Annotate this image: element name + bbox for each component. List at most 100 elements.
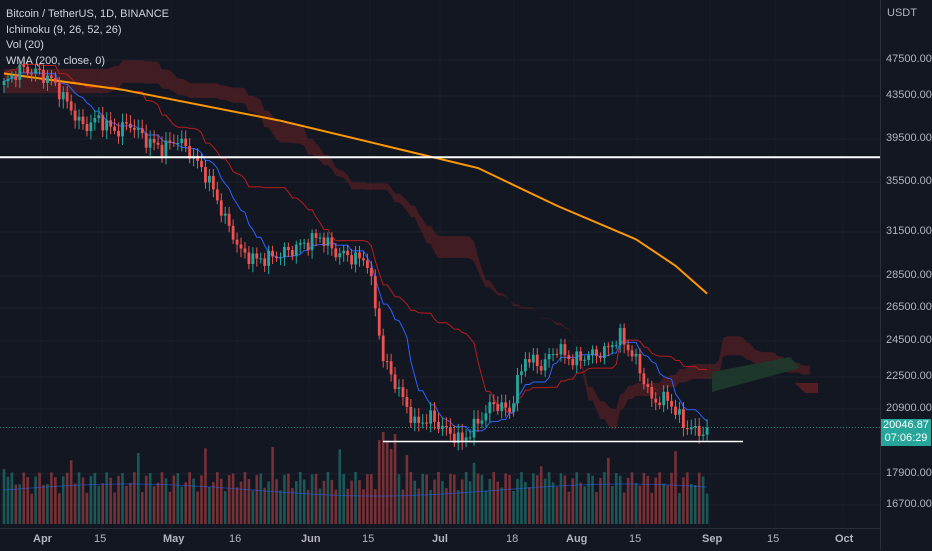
candle-body <box>472 418 476 438</box>
candle-body <box>464 437 468 442</box>
volume-bar <box>449 473 452 524</box>
candle-body <box>81 116 85 124</box>
candle-body <box>377 308 381 336</box>
candle-body <box>441 425 444 429</box>
volume-bar <box>393 434 397 524</box>
volume-bar <box>524 481 527 524</box>
candle-body <box>196 155 199 161</box>
volume-bar <box>587 473 590 524</box>
candle-body <box>433 410 436 422</box>
volume-bar <box>492 472 496 524</box>
volume-bar <box>160 472 164 524</box>
candle-body <box>251 253 255 265</box>
volume-bar <box>279 490 282 524</box>
currency-label: USDT <box>887 7 917 19</box>
horizontal-lines[interactable] <box>0 156 880 443</box>
volume-bar <box>599 478 602 524</box>
volume-bar <box>259 473 263 524</box>
volume-bar <box>366 474 369 524</box>
candle-body <box>697 425 701 436</box>
volume-bar <box>101 483 105 524</box>
volume-bar <box>508 475 511 524</box>
candle-body <box>314 233 318 238</box>
volume-bar <box>192 478 195 524</box>
volume-bar <box>180 486 184 524</box>
candle-body <box>168 140 172 143</box>
chart-legend: Bitcoin / TetherUS, 1D, BINANCE Ichimoku… <box>6 7 169 69</box>
candle-body <box>496 404 500 411</box>
candle-body <box>176 143 180 145</box>
volume-ma-line <box>3 483 708 497</box>
volume-bar <box>6 476 10 524</box>
candle-body <box>682 409 685 429</box>
volume-bar <box>496 481 500 524</box>
volume-legend[interactable]: Vol (20) <box>6 39 44 51</box>
volume-bar <box>500 487 503 524</box>
candle-body <box>227 213 231 226</box>
symbol-title[interactable]: Bitcoin / TetherUS, 1D, BINANCE <box>6 8 170 20</box>
candle-body <box>208 175 211 183</box>
volume-bar <box>705 493 709 524</box>
volume-bar <box>152 486 156 524</box>
volume-bar <box>93 472 97 524</box>
volume-bar <box>247 479 251 524</box>
candle-body <box>259 258 263 260</box>
volume-bar <box>559 473 563 524</box>
candle-body <box>543 359 547 371</box>
volume-bar <box>73 483 77 524</box>
volume-bar <box>425 474 428 524</box>
volume-bar <box>374 489 377 524</box>
volume-bar <box>113 492 116 524</box>
volume-bar <box>243 472 247 524</box>
candle-body <box>219 200 223 216</box>
candle-body <box>350 255 353 265</box>
volume-bar <box>216 472 219 524</box>
candle-body <box>674 406 677 415</box>
candle-body <box>18 64 22 80</box>
candle-body <box>73 110 77 121</box>
volume-bar <box>516 478 519 524</box>
candle-body <box>156 142 160 145</box>
candlestick-chart[interactable] <box>0 0 880 528</box>
candle-body <box>689 427 693 430</box>
candle-body <box>235 239 239 245</box>
candle-body <box>662 391 666 406</box>
time-tick-label: May <box>163 533 185 545</box>
candle-body <box>354 252 357 265</box>
candle-body <box>646 384 650 387</box>
candle-body <box>484 413 488 421</box>
time-tick-label: Oct <box>835 533 854 545</box>
candle-body <box>267 250 271 266</box>
candle-body <box>2 81 6 86</box>
volume-bar <box>370 474 373 524</box>
time-tick-label: 15 <box>767 533 780 545</box>
candle-body <box>456 432 460 443</box>
candle-body <box>275 256 278 259</box>
volume-bar <box>389 448 393 524</box>
volume-bar <box>642 472 646 524</box>
volume-bar <box>658 472 661 524</box>
volume-bar <box>622 492 626 524</box>
candle-body <box>85 123 89 132</box>
volume-bar <box>295 481 298 524</box>
wma-200-line <box>3 72 708 295</box>
volume-bar <box>168 491 172 524</box>
wma-legend[interactable]: WMA (200, close, 0) <box>6 54 106 67</box>
volume-bar <box>334 489 338 524</box>
candle-body <box>77 116 81 121</box>
volume-bar <box>693 485 697 524</box>
time-axis[interactable]: Apr 15 May 16 Jun 15 Jul 18 Aug 15 Sep 15 Oct <box>0 528 880 551</box>
volume-bar <box>283 474 286 524</box>
volume-bar <box>129 482 132 524</box>
time-tick-label: Jul <box>432 533 448 545</box>
price-axis[interactable]: USDT 47500.00 43500.00 39500.00 35500.00 315… <box>880 0 932 550</box>
volume-bar <box>638 485 642 524</box>
ichimoku-legend[interactable]: Ichimoku (9, 26, 52, 26) <box>6 23 122 36</box>
price-tick-label: 16700.00 <box>886 498 932 510</box>
volume-bar <box>460 479 464 524</box>
candle-body <box>117 130 120 137</box>
volume-bar <box>85 492 89 524</box>
candle-body <box>373 276 377 309</box>
candle-body <box>527 359 531 363</box>
volume-bar <box>239 481 243 524</box>
